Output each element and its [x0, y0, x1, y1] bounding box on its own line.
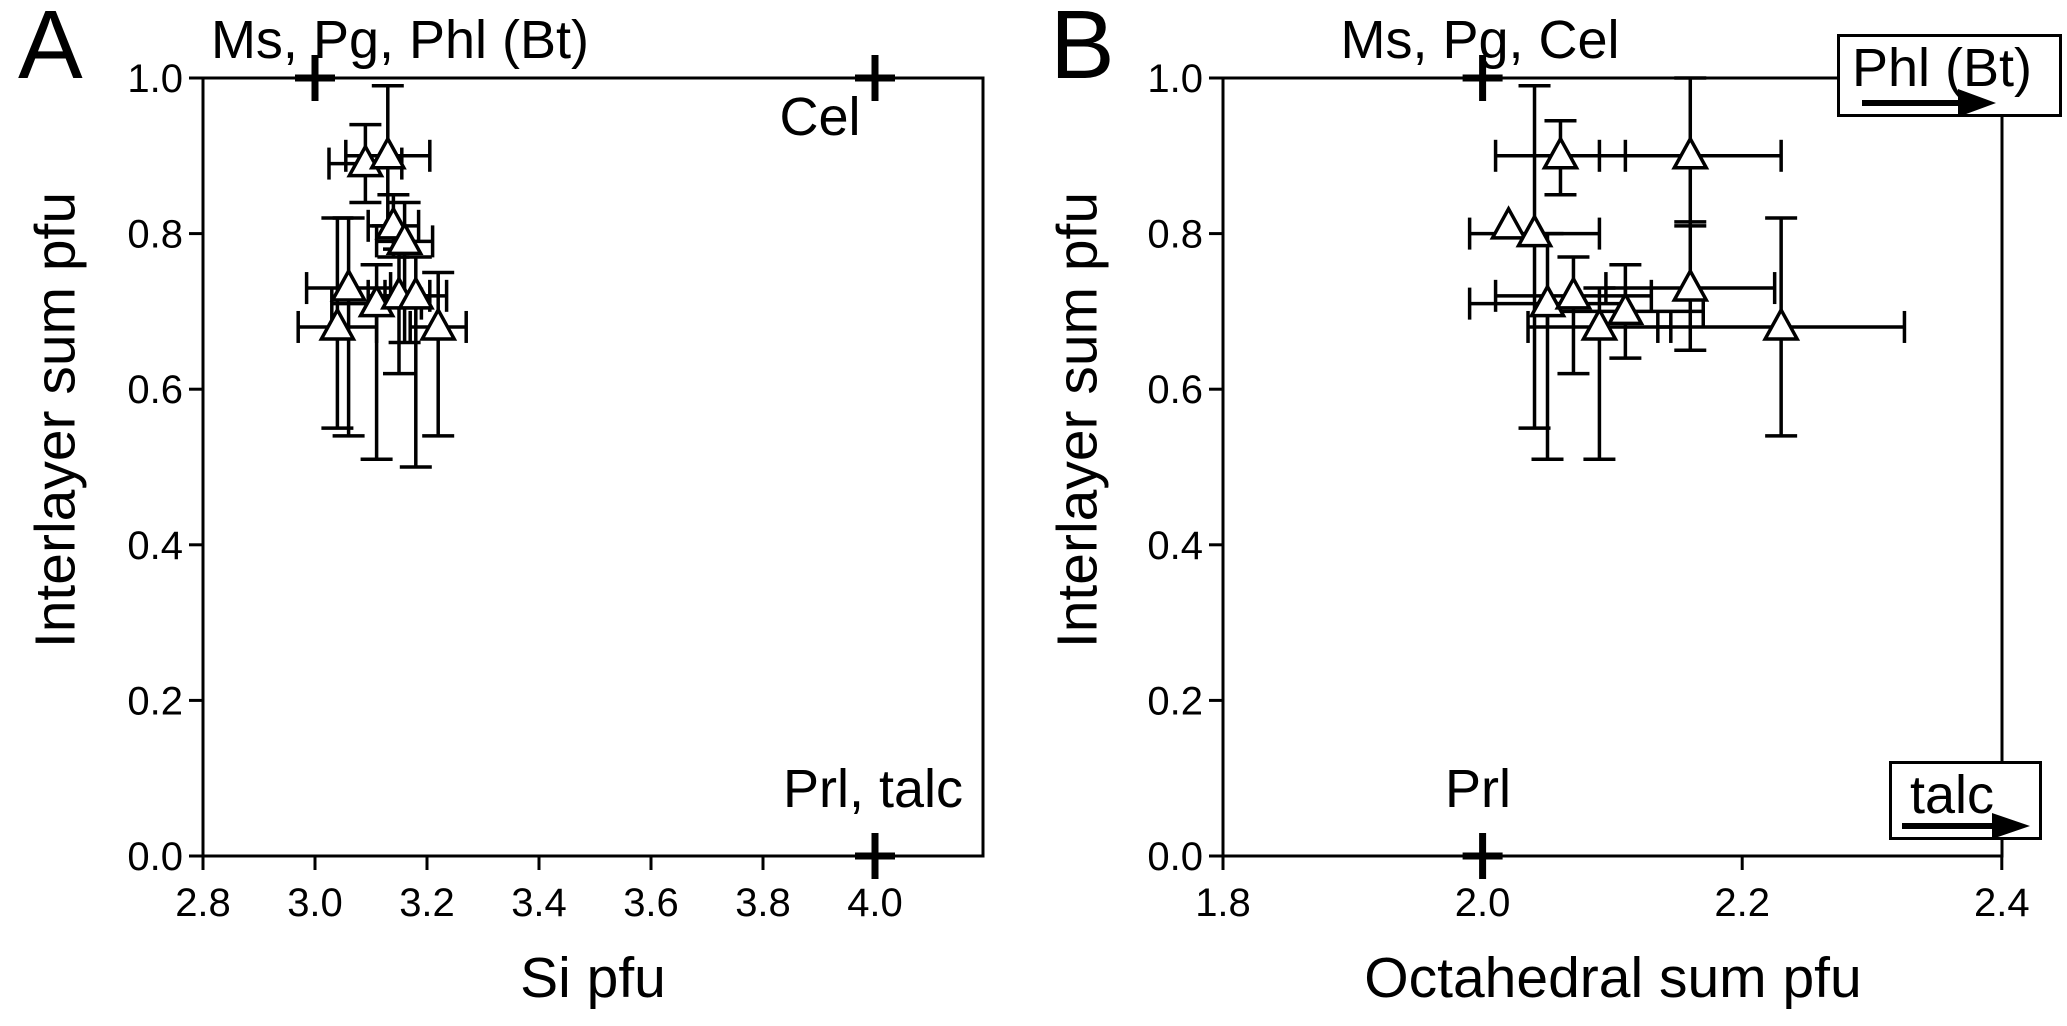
panel-a-x-tick-label: 4.0	[847, 881, 903, 925]
panel-a-y-tick-label: 0.0	[127, 835, 183, 879]
panel-a-x-tick-label: 3.4	[511, 881, 567, 925]
data-point-triangle	[1554, 275, 1593, 310]
panel-b-x-axis-title: Octahedral sum pfu	[1364, 946, 1862, 1010]
data-point-triangle	[396, 275, 435, 310]
panel-a-y-tick-label: 1.0	[127, 57, 183, 101]
panel-b-y-tick-label: 0.4	[1147, 524, 1203, 568]
panel-b-label-prl: Prl	[1445, 759, 1511, 819]
panel-a-x-tick-label: 3.8	[735, 881, 791, 925]
phl-bt-box-label: Phl (Bt)	[1852, 38, 2033, 98]
panel-a-y-tick-label: 0.2	[127, 679, 183, 723]
panel-b-y-tick-label: 0.6	[1147, 368, 1203, 412]
panel-a-title: Ms, Pg, Phl (Bt)	[210, 10, 590, 70]
panel-b-y-tick-label: 0.0	[1147, 835, 1203, 879]
panel-b-plot-box	[1221, 76, 2004, 858]
data-point-triangle	[1762, 306, 1801, 341]
panel-b-y-tick-label: 0.8	[1147, 213, 1203, 257]
panel-a-plot-box	[201, 76, 985, 858]
panel-a-y-axis-title: Interlayer sum pfu	[23, 191, 88, 649]
panel-b-x-tick-label: 2.0	[1455, 881, 1511, 925]
right-arrow-icon	[1902, 813, 2030, 837]
data-point-triangle	[385, 220, 424, 256]
panel-b-y-tick-label: 1.0	[1147, 57, 1203, 101]
panel-a-label-cel: Cel	[779, 87, 861, 147]
data-point-triangle	[1671, 267, 1710, 302]
data-point-triangle	[1671, 135, 1710, 170]
talc-box: talc	[1889, 761, 2042, 840]
data-point-triangle	[318, 306, 357, 341]
panel-a-x-tick-label: 3.6	[623, 881, 679, 925]
data-point-triangle	[329, 267, 368, 302]
panel-a-x-tick-label: 3.2	[399, 881, 455, 925]
data-point-triangle	[368, 135, 407, 170]
data-point-triangle	[1489, 205, 1528, 240]
panel-b-x-tick-label: 2.4	[1974, 881, 2030, 925]
panel-a-y-tick-label: 0.4	[127, 524, 183, 568]
panel-a-letter: A	[18, 0, 83, 99]
panel-a-y-tick-label: 0.6	[127, 368, 183, 412]
panel-a-x-tick-label: 2.8	[175, 881, 231, 925]
panel-b-x-tick-label: 2.2	[1714, 881, 1770, 925]
panel-b-letter: B	[1050, 0, 1115, 99]
panel-a-label-prl-talc: Prl, talc	[782, 759, 964, 819]
data-point-triangle	[1606, 290, 1645, 326]
data-point-triangle	[419, 306, 458, 341]
panel-b-y-tick-label: 0.2	[1147, 679, 1203, 723]
panel-b-x-tick-label: 1.8	[1195, 881, 1251, 925]
panel-a-x-axis-title: Si pfu	[520, 946, 666, 1010]
panel-b-y-axis-title: Interlayer sum pfu	[1045, 191, 1110, 649]
panel-a-y-tick-label: 0.8	[127, 213, 183, 257]
data-point-triangle	[1541, 135, 1580, 170]
right-arrow-icon	[1862, 89, 1996, 114]
data-point-triangle	[1515, 212, 1554, 248]
panel-b-title: Ms, Pg, Cel	[1340, 10, 1620, 70]
talc-box-label: talc	[1910, 765, 1995, 825]
phl-bt-box: Phl (Bt)	[1837, 34, 2062, 117]
panel-a-x-tick-label: 3.0	[287, 881, 343, 925]
